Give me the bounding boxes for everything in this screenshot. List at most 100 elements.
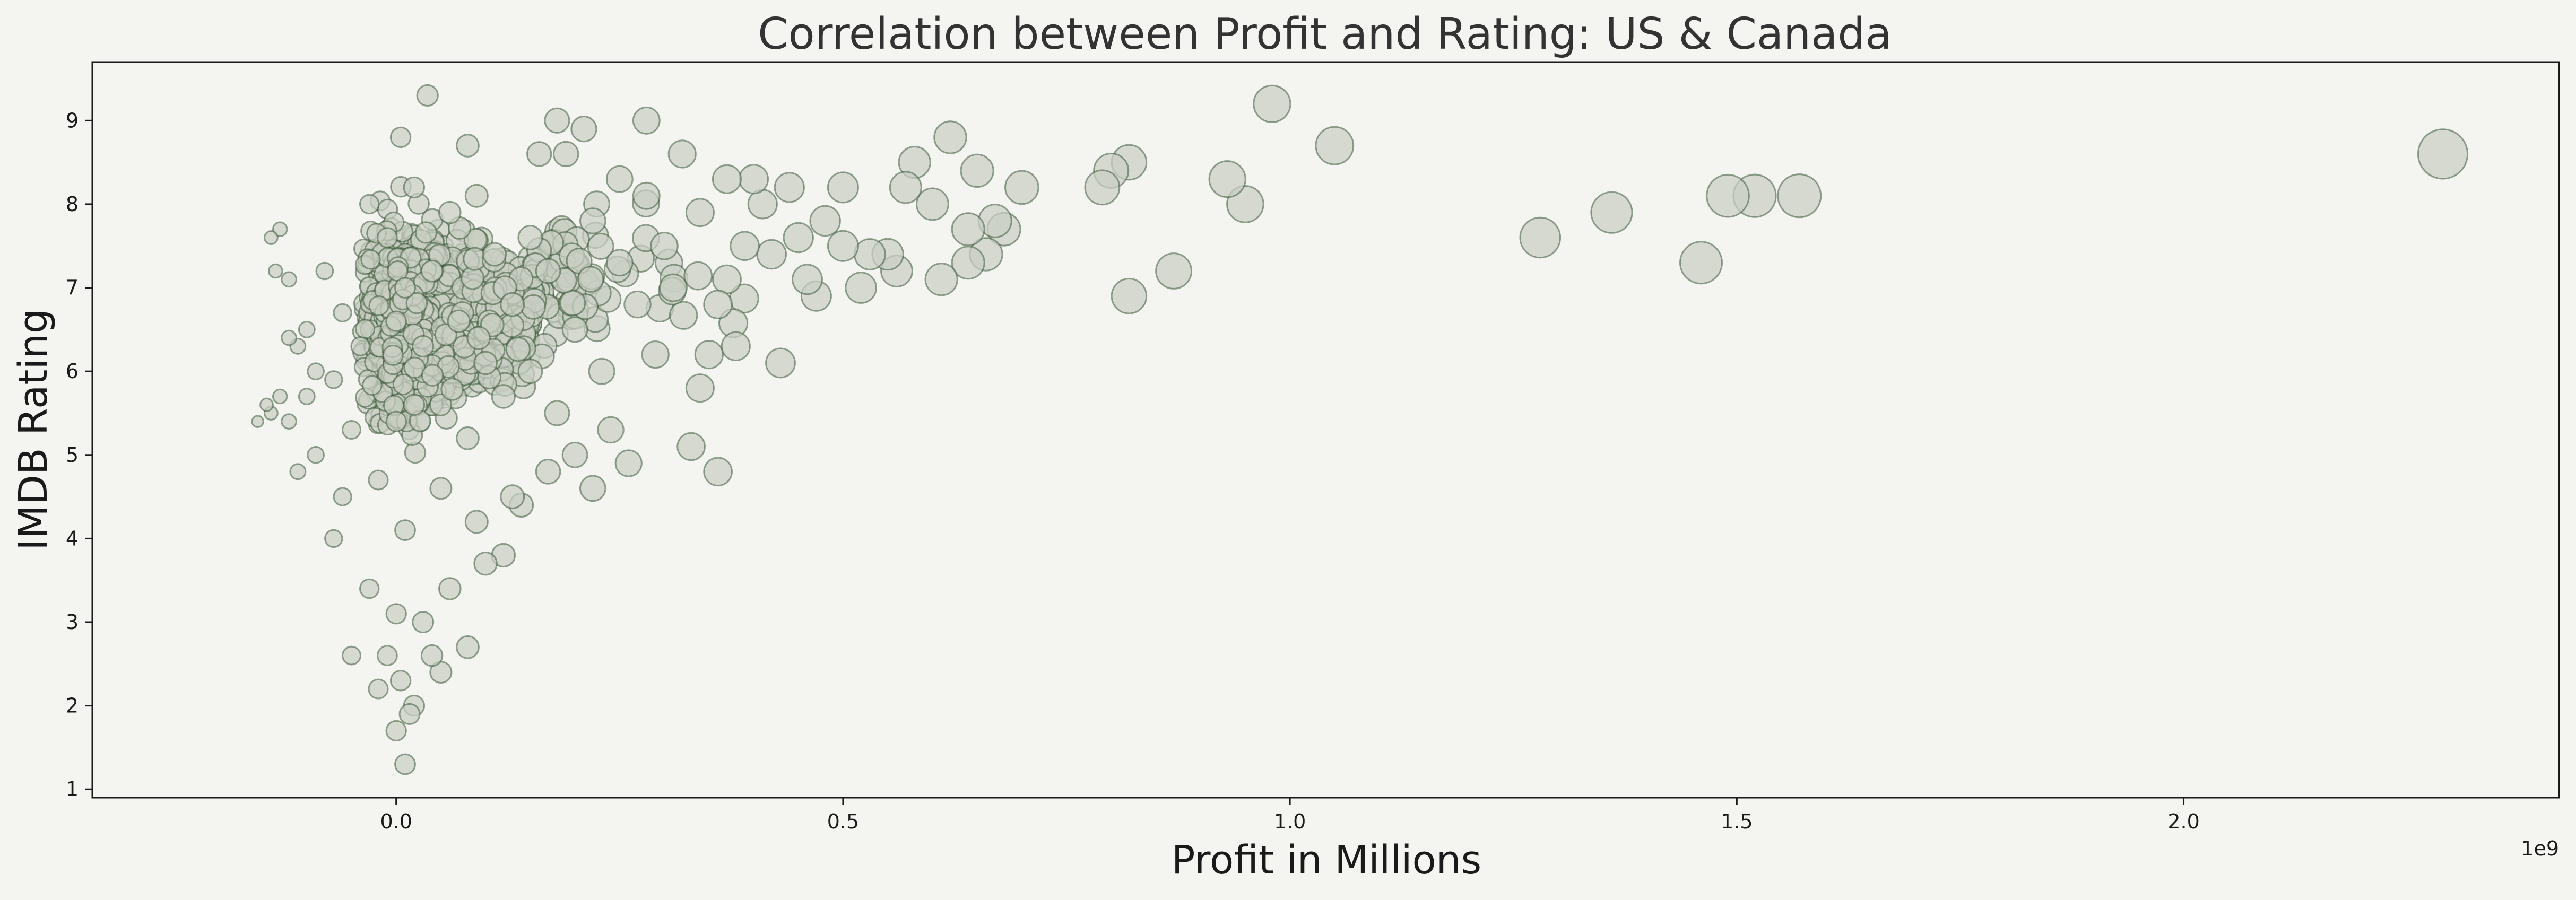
- scatter-point: [466, 326, 491, 351]
- scatter-point: [307, 446, 325, 464]
- x-tick-label: 0.0: [380, 810, 412, 833]
- scatter-point: [614, 449, 643, 477]
- scatter-point: [342, 420, 361, 440]
- scatter-point: [1519, 216, 1562, 259]
- scatter-point: [854, 238, 886, 270]
- scatter-point: [268, 263, 283, 279]
- y-tick-label: 7: [66, 276, 79, 300]
- scatter-point: [521, 294, 546, 320]
- scatter-point: [420, 259, 444, 283]
- scatter-point: [420, 644, 444, 667]
- scatter-point: [526, 141, 552, 167]
- scatter-point: [385, 310, 407, 332]
- scatter-point: [1253, 84, 1291, 123]
- scatter-point: [333, 303, 352, 322]
- scatter-point: [438, 577, 462, 600]
- scatter-point: [587, 232, 614, 260]
- scatter-point: [289, 463, 307, 480]
- scatter-point: [403, 176, 426, 199]
- scatter-point: [2417, 128, 2469, 180]
- scatter-point: [505, 337, 531, 362]
- scatter-point: [377, 645, 398, 666]
- chart-title: Correlation between Profit and Rating: U…: [758, 9, 1892, 59]
- scatter-point: [712, 264, 742, 294]
- scatter-point: [382, 344, 404, 366]
- scatter-point: [412, 335, 435, 357]
- scatter-point: [1084, 169, 1121, 206]
- scatter-point: [398, 703, 421, 725]
- scatter-point: [827, 171, 859, 204]
- scatter-point: [1706, 173, 1750, 218]
- scatter-point: [951, 212, 985, 247]
- scatter-point: [377, 227, 398, 248]
- scatter-point: [535, 459, 561, 485]
- scatter-point: [324, 370, 343, 389]
- scatter-point: [650, 232, 679, 260]
- scatter-point: [342, 645, 361, 666]
- scatter-point: [889, 171, 922, 204]
- y-tick-label: 1: [66, 777, 79, 801]
- scatter-point: [623, 290, 652, 319]
- scatter-point: [683, 261, 713, 291]
- scatter-point: [685, 373, 715, 403]
- scatter-point: [1004, 170, 1039, 205]
- scatter-point: [730, 231, 760, 261]
- scatter-point: [561, 316, 588, 343]
- scatter-point: [429, 477, 453, 500]
- scatter-point: [756, 239, 787, 270]
- scatter-point: [712, 164, 742, 194]
- y-tick-label: 9: [66, 109, 79, 132]
- scatter-point: [500, 292, 525, 317]
- scatter-point: [298, 321, 316, 338]
- scatter-point: [577, 266, 604, 293]
- scatter-point: [385, 603, 407, 625]
- y-tick-label: 2: [66, 694, 79, 718]
- scatter-point: [456, 635, 480, 659]
- scatter-point: [500, 484, 525, 509]
- scatter-point: [792, 264, 823, 295]
- x-axis: 0.0 0.5 1.0 1.5 2.0: [380, 798, 2200, 833]
- scatter-point: [368, 295, 389, 316]
- scatter-point: [1315, 126, 1355, 165]
- scatter-point: [272, 388, 288, 405]
- x-tick-label: 0.5: [827, 810, 859, 833]
- scatter-point: [281, 329, 297, 346]
- scatter-point: [632, 181, 661, 210]
- scatter-point: [464, 510, 489, 534]
- y-axis-label: IMDB Rating: [11, 309, 56, 551]
- scatter-point: [951, 246, 985, 280]
- scatter-point: [579, 475, 606, 502]
- plot-frame: [91, 61, 2560, 799]
- scatter-point: [561, 441, 588, 468]
- scatter-point: [394, 753, 416, 775]
- x-tick-label: 1.0: [1274, 810, 1306, 833]
- scatter-point: [632, 106, 661, 135]
- scatter-point: [394, 519, 416, 541]
- scatter-point: [827, 230, 859, 262]
- scatter-point: [809, 205, 841, 237]
- scatter-point: [360, 249, 381, 270]
- scatter-point: [464, 184, 489, 208]
- scatter-point: [482, 242, 507, 267]
- scatter-point: [559, 290, 586, 316]
- scatter-point: [368, 469, 389, 491]
- scatter-point: [412, 611, 435, 633]
- y-tick-label: 4: [66, 527, 79, 550]
- y-tick-label: 3: [66, 610, 79, 634]
- scatter-point: [307, 362, 325, 381]
- scatter-point: [333, 487, 352, 506]
- scatter-point: [403, 394, 426, 416]
- scatter-point: [350, 336, 371, 356]
- scatter-point: [1590, 191, 1633, 234]
- scatter-point: [389, 126, 412, 148]
- scatter-point: [259, 397, 274, 412]
- scatter-point: [362, 375, 383, 396]
- scatter-point: [359, 578, 380, 599]
- y-tick-label: 6: [66, 360, 79, 383]
- scatter-point: [667, 139, 697, 169]
- scatter-point: [765, 347, 796, 379]
- scatter-point: [588, 357, 615, 385]
- scatter-point: [385, 720, 407, 742]
- y-axis: 1 2 3 4 5 6 7 8 9: [66, 109, 92, 801]
